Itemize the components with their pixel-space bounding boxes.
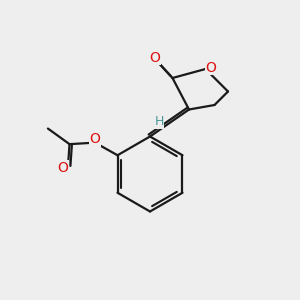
Text: O: O [206,61,216,74]
Text: O: O [57,161,68,175]
Text: O: O [149,51,160,64]
Text: H: H [154,115,164,128]
Text: O: O [90,132,101,146]
